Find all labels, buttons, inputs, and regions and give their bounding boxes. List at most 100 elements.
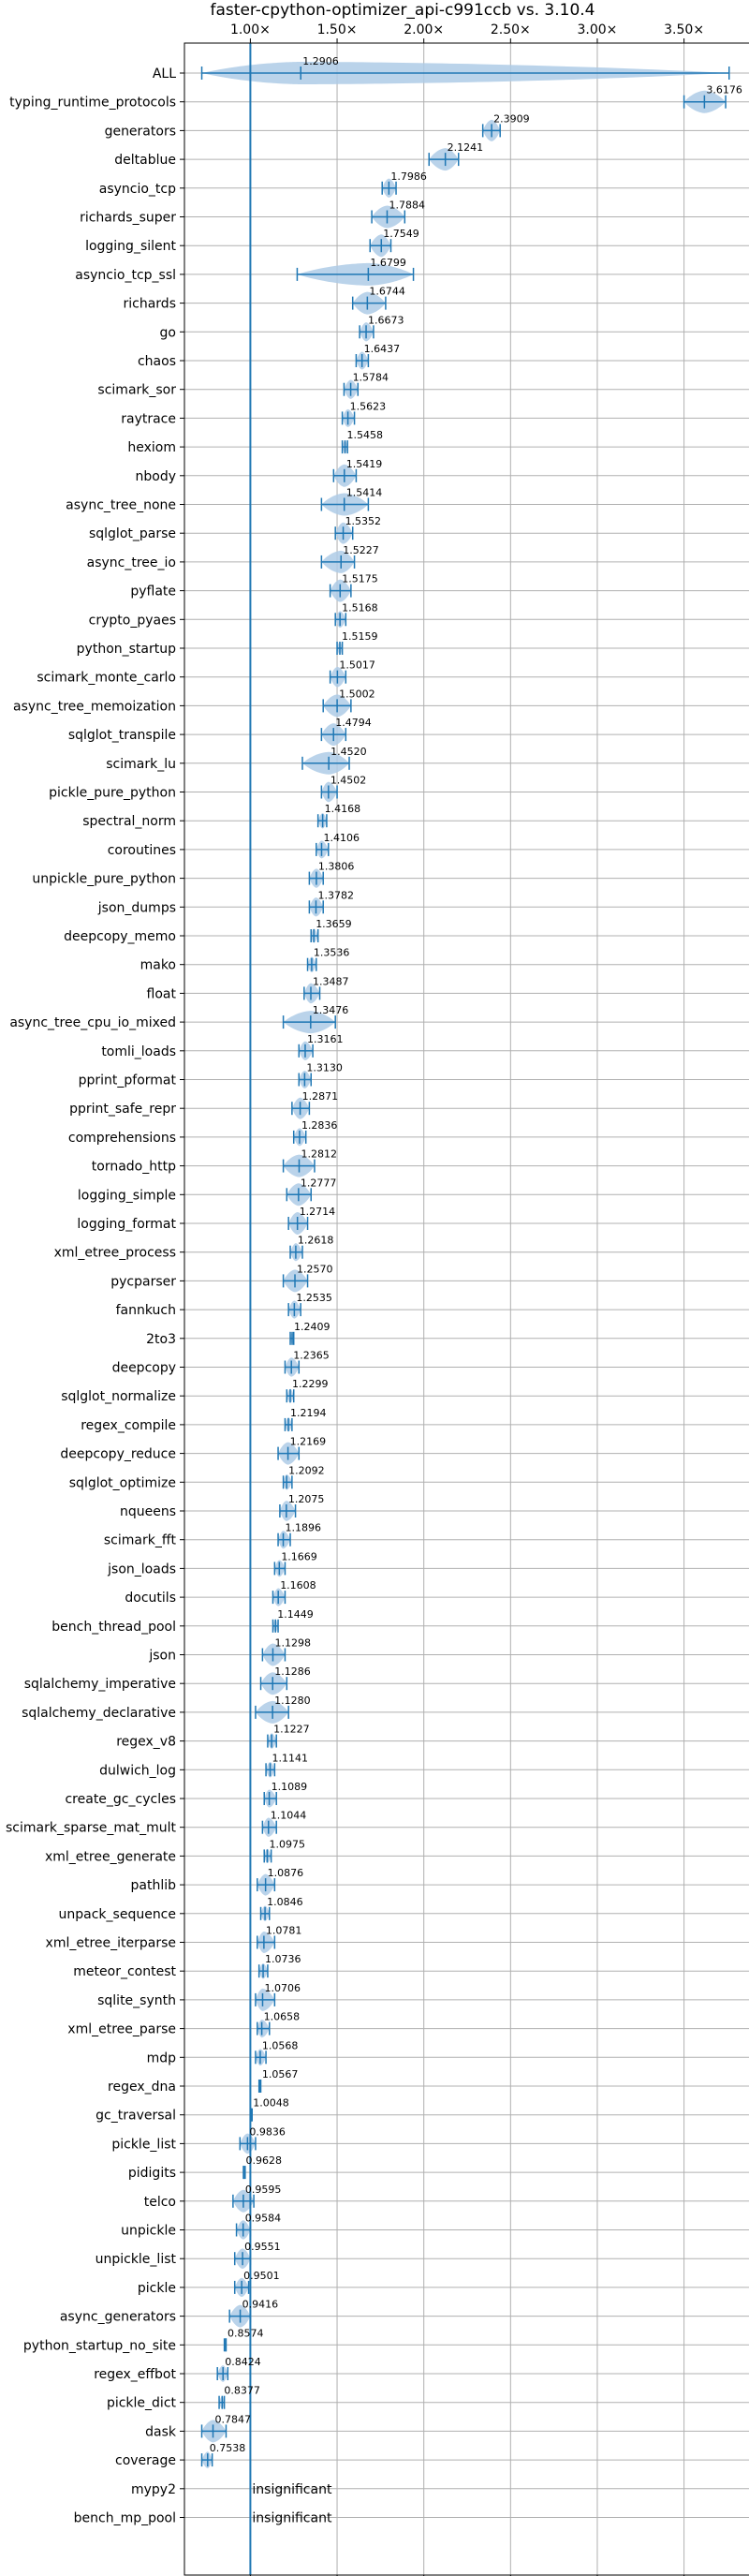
category-label: scimark_lu — [106, 757, 176, 772]
value-label: 0.7847 — [215, 2413, 251, 2425]
value-label: 0.9584 — [245, 2213, 282, 2225]
category-label: async_tree_io — [87, 555, 176, 570]
value-label: 1.3782 — [317, 889, 354, 901]
category-label: sqlalchemy_imperative — [24, 1677, 176, 1692]
value-label: 2.3909 — [493, 112, 530, 125]
category-label: scimark_sor — [97, 383, 176, 398]
value-label: 1.2409 — [294, 1321, 330, 1333]
value-label: 0.8574 — [228, 2327, 264, 2339]
category-label: json_loads — [107, 1562, 176, 1577]
category-label: xml_etree_parse — [67, 2022, 176, 2037]
category-label: mako — [140, 958, 176, 973]
value-label: 1.1141 — [272, 1752, 309, 1764]
value-label: 1.1227 — [273, 1724, 310, 1736]
category-label: unpickle — [121, 2224, 176, 2239]
category-label: scimark_monte_carlo — [37, 671, 176, 686]
category-label: regex_compile — [81, 1418, 176, 1433]
category-label: pidigits — [128, 2166, 176, 2181]
category-label: nqueens — [120, 1504, 176, 1519]
value-label: 1.3536 — [314, 947, 350, 959]
category-label: pickle — [138, 2281, 176, 2296]
category-label: pprint_pformat — [79, 1073, 177, 1088]
category-label: tornado_http — [92, 1160, 176, 1175]
value-label: 1.7549 — [383, 228, 419, 240]
category-label: json — [148, 1649, 176, 1664]
category-label: xml_etree_iterparse — [46, 1936, 176, 1951]
category-label: dulwich_log — [99, 1763, 176, 1778]
value-label: 1.2365 — [293, 1350, 330, 1362]
category-label: deepcopy_memo — [64, 929, 176, 944]
value-label: 1.2092 — [288, 1464, 325, 1476]
category-label: coverage — [115, 2453, 176, 2468]
x-tick-label: 3.50× — [664, 22, 704, 37]
value-label: 0.9416 — [242, 2299, 279, 2311]
value-label: 1.1669 — [281, 1550, 317, 1562]
category-label: python_startup_no_site — [23, 2338, 176, 2353]
value-label: 1.3659 — [316, 918, 352, 930]
category-label: create_gc_cycles — [65, 1792, 176, 1807]
category-label: async_tree_memoization — [13, 699, 176, 714]
category-label: pycparser — [110, 1274, 176, 1289]
value-label: 1.1608 — [280, 1579, 316, 1591]
category-label: scimark_sparse_mat_mult — [6, 1821, 176, 1836]
category-label: logging_format — [77, 1217, 176, 1232]
x-tick-label: 1.00× — [230, 22, 271, 37]
insignificant-label: insignificant — [252, 2482, 332, 2497]
category-label: bench_thread_pool — [51, 1620, 176, 1635]
value-label: 1.0567 — [262, 2068, 299, 2080]
value-label: 1.4794 — [335, 717, 372, 729]
value-label: 1.0658 — [264, 2011, 301, 2023]
category-label: pickle_list — [111, 2137, 176, 2152]
category-label: logging_simple — [78, 1188, 176, 1203]
violins — [200, 43, 730, 2575]
value-label: 1.5017 — [339, 659, 375, 672]
category-label: async_tree_none — [66, 498, 176, 513]
category-label: asyncio_tcp_ssl — [75, 268, 176, 283]
category-label: unpickle_pure_python — [32, 872, 176, 887]
value-label: 1.2714 — [300, 1206, 336, 1218]
category-label: richards — [124, 297, 177, 312]
value-label: 1.0846 — [267, 1896, 303, 1908]
category-label: pyflate — [130, 585, 176, 600]
value-label: 1.7884 — [389, 200, 425, 212]
chart-title: faster-cpython-optimizer_api-c991ccb vs.… — [211, 1, 595, 20]
value-label: 1.1286 — [274, 1666, 311, 1678]
value-label: 0.9501 — [243, 2270, 280, 2282]
value-label: 3.6176 — [706, 84, 742, 96]
category-label: logging_silent — [85, 239, 176, 254]
category-label: sqlglot_normalize — [61, 1389, 176, 1404]
x-axis-ticks: 1.00× 1.50× 2.00× 2.50× 3.00× 3.50× — [180, 22, 704, 2576]
value-label: 1.6673 — [368, 314, 404, 326]
value-label: 0.9836 — [249, 2125, 286, 2138]
category-label: deepcopy — [112, 1361, 176, 1376]
category-label: fannkuch — [116, 1303, 176, 1318]
category-label: pickle_pure_python — [49, 786, 176, 801]
value-label: 1.2075 — [288, 1493, 325, 1505]
value-label: 1.0736 — [265, 1953, 301, 1965]
value-label: 1.2169 — [290, 1436, 327, 1448]
value-label: 1.2618 — [298, 1235, 334, 1247]
x-tick-label: 1.50× — [317, 22, 358, 37]
category-label: sqlalchemy_declarative — [22, 1706, 176, 1721]
category-label: xml_etree_generate — [45, 1849, 176, 1864]
value-label: 1.5784 — [353, 372, 389, 384]
category-label: bench_mp_pool — [74, 2511, 176, 2526]
category-label: pprint_safe_repr — [69, 1102, 176, 1117]
category-label: coroutines — [108, 843, 176, 858]
category-label: comprehensions — [68, 1131, 176, 1146]
value-label: 1.5175 — [342, 573, 378, 585]
category-label: xml_etree_process — [54, 1246, 176, 1261]
value-label: 1.1280 — [274, 1695, 311, 1707]
x-tick-label: 2.00× — [404, 22, 444, 37]
value-label: 1.2777 — [301, 1177, 337, 1189]
category-label: telco — [144, 2195, 176, 2210]
category-label: scimark_fft — [104, 1533, 177, 1548]
category-label: asyncio_tcp — [99, 182, 176, 197]
value-label: 0.9628 — [246, 2154, 283, 2167]
category-label: dask — [145, 2424, 177, 2439]
category-labels: ALL typing_runtime_protocols generators del… — [6, 67, 177, 2526]
category-label: richards_super — [80, 211, 176, 226]
category-label: sqlglot_optimize — [69, 1475, 176, 1490]
category-label: hexiom — [127, 440, 176, 455]
category-label: crypto_pyaes — [89, 613, 176, 628]
